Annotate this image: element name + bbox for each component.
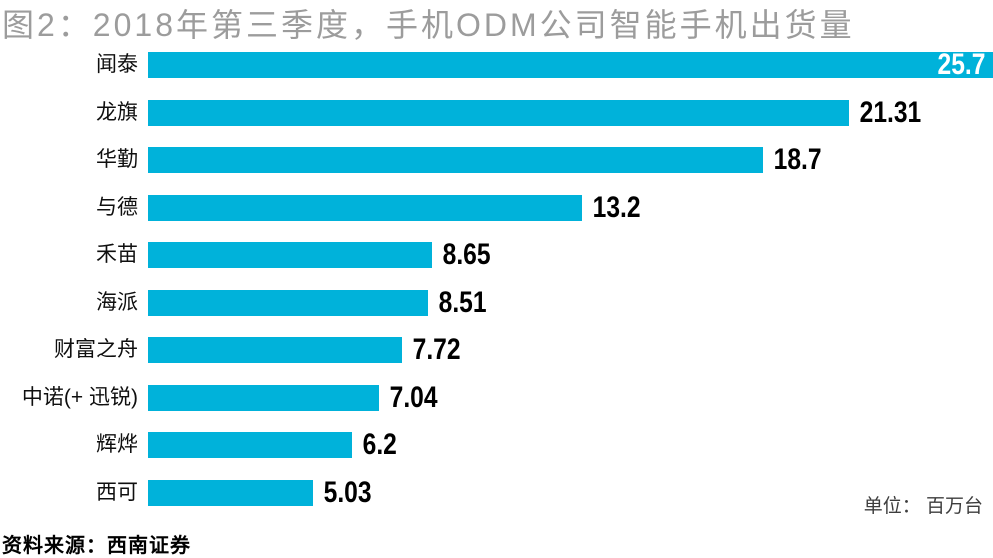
- bar-track: 6.2: [148, 428, 993, 461]
- bar: [148, 479, 314, 506]
- category-label: 中诺(+ 迅锐): [21, 385, 138, 409]
- category-label: 华勤: [96, 148, 138, 171]
- bar-row: 禾苗 8.65: [0, 238, 993, 290]
- bar-row: 与德 13.2: [0, 190, 993, 243]
- category-label: 禾苗: [96, 243, 138, 266]
- value-label: 8.65: [443, 238, 491, 271]
- bar-track: 21.31: [148, 95, 993, 129]
- value-label: 8.51: [438, 285, 487, 319]
- bar-track: 18.7: [148, 143, 993, 176]
- bar: [148, 147, 763, 173]
- bar-row: 华勤 18.7: [0, 143, 993, 195]
- chart-title: 图2：2018年第三季度，手机ODM公司智能手机出货量: [2, 7, 855, 43]
- bar-row: 中诺(+ 迅锐) 7.04: [0, 380, 993, 433]
- bar-track: 25.7: [148, 48, 993, 81]
- bar: [148, 337, 402, 363]
- bar: [148, 99, 849, 126]
- unit-note: 单位： 百万台: [863, 496, 983, 517]
- bar-row: 西可 5.03: [0, 475, 993, 528]
- category-label: 财富之舟: [54, 338, 138, 361]
- category-label: 闻泰: [96, 53, 138, 76]
- category-label: 海派: [96, 290, 138, 314]
- bar: [148, 432, 352, 458]
- bar-chart: 闻泰 25.7 龙旗 21.31 华勤 18.7 与德 13.2 禾苗 8.65 海派 8.51 财富之…: [0, 48, 993, 528]
- value-label: 18.7: [773, 143, 822, 176]
- value-label: 7.04: [390, 380, 439, 414]
- bar-track: 7.72: [148, 333, 993, 366]
- category-label: 辉烨: [96, 433, 138, 456]
- value-label: 6.2: [362, 428, 397, 461]
- bar: [148, 384, 380, 411]
- bar: [148, 194, 582, 221]
- bar: [148, 289, 428, 316]
- category-label: 西可: [96, 480, 138, 504]
- bar: [148, 242, 433, 268]
- category-label: 龙旗: [96, 100, 138, 124]
- bar-row: 龙旗 21.31: [0, 95, 993, 148]
- bar-track: 8.51: [148, 285, 993, 319]
- bar-row: 辉烨 6.2: [0, 428, 993, 480]
- value-label: 13.2: [592, 190, 641, 224]
- bar-row: 财富之舟 7.72: [0, 333, 993, 385]
- bar-track: 5.03: [148, 475, 993, 509]
- bar-track: 7.04: [148, 380, 993, 414]
- value-label: 5.03: [324, 475, 372, 509]
- source-note: 资料来源：西南证券: [2, 535, 191, 557]
- bar-row: 海派 8.51: [0, 285, 993, 338]
- bar-row: 闻泰 25.7: [0, 48, 993, 100]
- value-label: 25.7: [937, 48, 985, 81]
- bar-track: 13.2: [148, 190, 993, 224]
- value-label: 21.31: [859, 95, 921, 129]
- category-label: 与德: [96, 195, 138, 219]
- bar: 25.7: [148, 48, 993, 81]
- bar-track: 8.65: [148, 238, 993, 271]
- value-label: 7.72: [412, 333, 461, 366]
